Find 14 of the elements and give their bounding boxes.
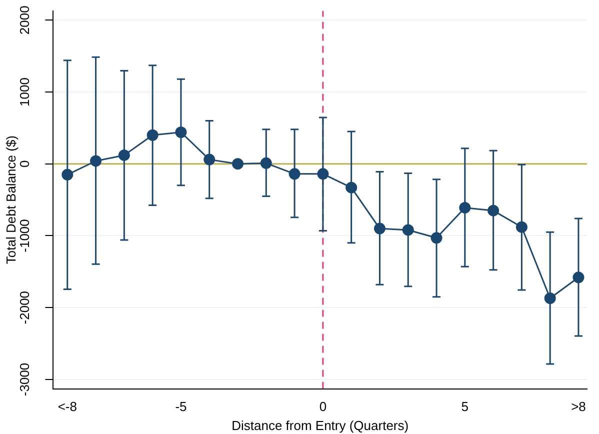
x-tick-label: >8 (571, 399, 586, 414)
x-tick-label: -5 (175, 399, 187, 414)
x-tick-label: <-8 (58, 399, 77, 414)
x-axis-title: Distance from Entry (Quarters) (232, 418, 409, 433)
y-tick-label: 1000 (17, 78, 32, 106)
y-tick-label: 2000 (17, 6, 32, 35)
y-tick-label: 0 (17, 160, 32, 168)
y-tick-label: -1000 (17, 219, 32, 252)
point (232, 158, 244, 170)
y-axis-title: Total Debt Balance ($) (3, 135, 18, 264)
x-tick-label: 5 (461, 399, 469, 414)
y-tick-label: -2000 (17, 290, 32, 324)
y-tick-label: -3000 (17, 362, 32, 396)
x-tick-label: 0 (319, 399, 327, 414)
